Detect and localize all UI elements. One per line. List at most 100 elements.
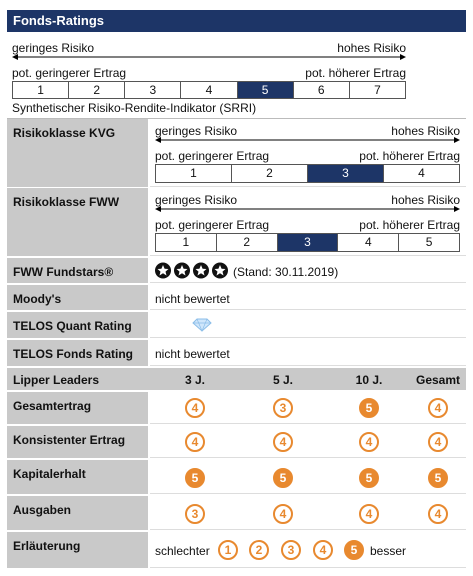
row-value: nicht bewertet: [150, 285, 466, 310]
lipper-score: 3: [185, 504, 205, 524]
row: TELOS Quant Rating: [7, 312, 466, 340]
lipper-score: 4: [273, 432, 293, 452]
legend-score: 1: [218, 540, 238, 560]
class-box: 2: [231, 165, 307, 182]
arrow: [155, 137, 460, 143]
class-box: 5: [398, 234, 459, 251]
lipper-score: 3: [273, 398, 293, 418]
legend-better: besser: [370, 544, 407, 558]
label: pot. geringerer Ertrag: [155, 149, 270, 163]
label: pot. geringerer Ertrag: [155, 218, 270, 232]
lipper-score: 4: [428, 432, 448, 452]
row: Risikoklasse KVG geringes Risiko hohes R…: [7, 118, 466, 189]
label: geringes Risiko: [155, 124, 238, 138]
row-label: Ausgaben: [7, 496, 148, 530]
row: Ausgaben 3 4 4 4: [7, 496, 466, 532]
stars: [155, 262, 228, 279]
class-box: 7: [348, 82, 405, 98]
lipper-score: 5: [428, 468, 448, 488]
legend-score: 2: [249, 540, 269, 560]
row-label: Erläuterung: [7, 532, 148, 568]
lipper-header: Lipper Leaders 3 J. 5 J. 10 J. Gesamt: [7, 368, 466, 392]
row-value: (Stand: 30.11.2019): [150, 258, 466, 283]
rating-text: nicht bewertet: [155, 347, 230, 361]
label: hohes Risiko: [391, 124, 460, 138]
class-box: 1: [37, 83, 44, 97]
lipper-score: 5: [185, 468, 205, 488]
class-box: 3: [276, 234, 338, 251]
panel-title: Fonds-Ratings: [7, 10, 466, 32]
row-value: [150, 496, 466, 530]
class-box: 4: [337, 234, 398, 251]
row-value: [150, 392, 466, 424]
lipper-score: 5: [273, 468, 293, 488]
arrow: [155, 206, 460, 212]
lipper-score: 4: [185, 432, 205, 452]
lipper-score: 4: [273, 504, 293, 524]
rating-text: nicht bewertet: [155, 292, 230, 306]
lipper-score: 4: [359, 504, 379, 524]
legend-score: 3: [281, 540, 301, 560]
header-cell: Gesamt: [415, 373, 461, 387]
diamond-icon: [192, 318, 212, 332]
label: pot. höherer Ertrag: [305, 66, 406, 80]
row-label: Gesamtertrag: [7, 392, 148, 424]
row-value: nicht bewertet: [150, 340, 466, 366]
row-label: Risikoklasse KVG: [7, 119, 148, 187]
legend-score: 4: [313, 540, 333, 560]
row-label: Konsistenter Ertrag: [7, 426, 148, 458]
class-box: 1: [190, 166, 197, 180]
class-box: 1: [182, 235, 190, 249]
class-box: 3: [307, 165, 383, 182]
row-value: [150, 460, 466, 494]
row-label: Moody's: [7, 285, 148, 310]
label: hohes Risiko: [391, 193, 460, 207]
row: Moody's nicht bewertet: [7, 285, 466, 312]
row-value: [150, 426, 466, 458]
row-label: TELOS Fonds Rating: [7, 340, 148, 366]
srri-scale: geringes Risiko hohes Risiko pot. gering…: [12, 41, 406, 103]
row: Erläuterung schlechter 1 2 3 4 5 besser: [7, 532, 466, 570]
lipper-score: 4: [359, 432, 379, 452]
class-box: 4: [383, 165, 459, 182]
row: TELOS Fonds Rating nicht bewertet: [7, 340, 466, 368]
row: Risikoklasse FWW geringes Risiko hohes R…: [7, 188, 466, 258]
row-value: geringes Risiko hohes Risiko pot. gering…: [150, 119, 466, 187]
risk-scale: geringes Risiko hohes Risiko pot. gering…: [155, 124, 460, 184]
lipper-score: 4: [428, 504, 448, 524]
row-label: Risikoklasse FWW: [7, 188, 148, 256]
class-box: 5: [236, 82, 293, 98]
class-boxes: 1 2 3 4 5: [155, 233, 460, 252]
legend-score: 5: [344, 540, 364, 560]
class-box: 2: [68, 82, 124, 98]
class-boxes: 1 2 3 4 5 6 7: [12, 81, 406, 99]
row: FWW Fundstars® (Stand: 30.11.2019): [7, 258, 466, 285]
label: hohes Risiko: [337, 41, 406, 55]
row-label: Kapitalerhalt: [7, 460, 148, 494]
label: pot. geringerer Ertrag: [12, 66, 127, 80]
label: geringes Risiko: [155, 193, 238, 207]
label: geringes Risiko: [12, 41, 95, 55]
lipper-score: 4: [185, 398, 205, 418]
risk-scale: geringes Risiko hohes Risiko pot. gering…: [155, 193, 460, 253]
label: pot. höherer Ertrag: [359, 218, 460, 232]
arrow: [12, 54, 406, 60]
class-boxes: 1 2 3 4: [155, 164, 460, 183]
lipper-score: 5: [359, 468, 379, 488]
caption: Synthetischer Risiko-Rendite-Indikator (…: [12, 101, 257, 115]
row: Gesamtertrag 4 3 5 4: [7, 392, 466, 426]
row-value: geringes Risiko hohes Risiko pot. gering…: [150, 188, 466, 256]
row-value: [150, 532, 466, 568]
class-box: 4: [180, 82, 236, 98]
header-cell: 3 J.: [184, 373, 206, 387]
row: Kapitalerhalt 5 5 5 5: [7, 460, 466, 496]
legend-worse: schlechter: [155, 544, 210, 558]
stand-date: (Stand: 30.11.2019): [233, 265, 339, 279]
header-cell: 5 J.: [272, 373, 294, 387]
lipper-score: 5: [359, 398, 379, 418]
lipper-score: 4: [428, 398, 448, 418]
class-box: 6: [292, 82, 349, 98]
row-label: FWW Fundstars®: [7, 258, 148, 283]
header-cell: Lipper Leaders: [13, 373, 100, 387]
